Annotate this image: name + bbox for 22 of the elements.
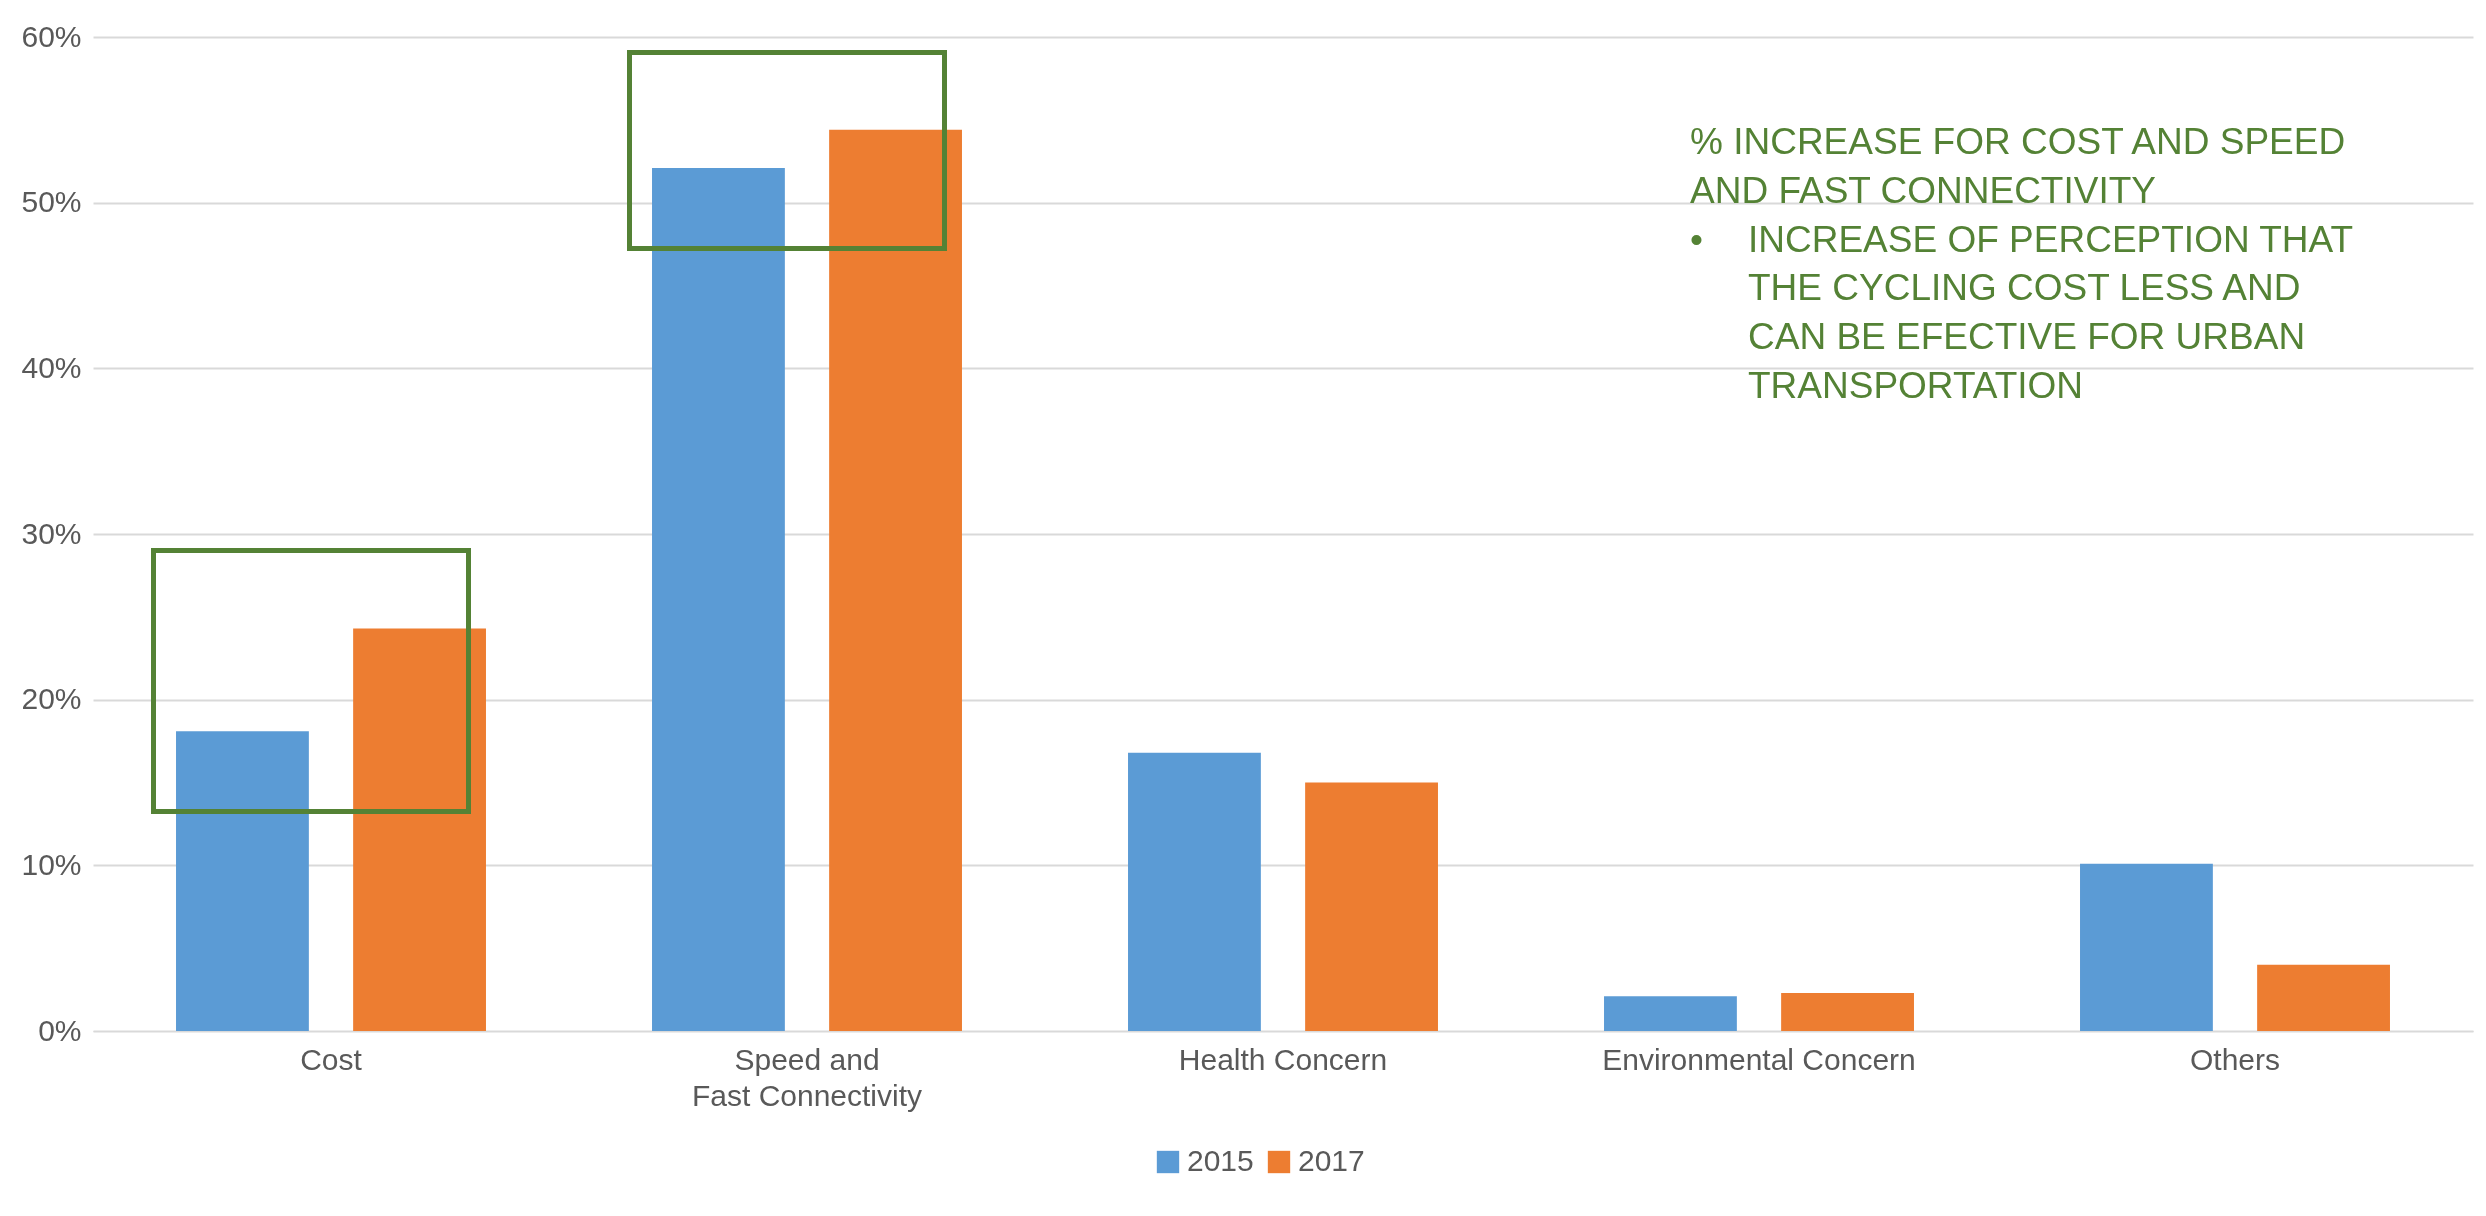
annotation: % INCREASE FOR COST AND SPEED AND FAST CONNECTIVITY <box>1690 120 2347 213</box>
y-tick-label: 20% <box>21 682 82 716</box>
bar <box>1305 782 1438 1031</box>
y-tick-label: 50% <box>21 185 82 219</box>
y-tick-label: 60% <box>21 19 82 53</box>
bar <box>1781 992 1914 1031</box>
text: • INCREASE OF PERCEPTION THAT THE CYCLING COST LESS AND CAN BE EFECTIVE FOR URBAN TRANSPORTATION <box>1690 218 2353 407</box>
bar <box>1604 996 1737 1031</box>
bar <box>2080 863 2213 1031</box>
legend-label: 2015 <box>1187 1144 1254 1177</box>
x-tick-label: Environmental Concern <box>1602 1042 1916 1076</box>
x-tick-label: Others <box>2189 1042 2281 1076</box>
x-tick-label: Speed and Fast Connectivity <box>691 1042 923 1112</box>
y-tick-label: 0% <box>38 1013 82 1047</box>
y-tick-label: 10% <box>21 847 82 881</box>
y-tick-label: 30% <box>21 516 82 550</box>
x-tick-label: Health Concern <box>1178 1042 1388 1076</box>
bar <box>1128 752 1261 1031</box>
bar <box>2257 964 2390 1031</box>
legend-label: 2017 <box>1298 1144 1365 1177</box>
x-tick-label: Cost <box>300 1042 363 1076</box>
y-tick-label: 40% <box>21 350 82 384</box>
